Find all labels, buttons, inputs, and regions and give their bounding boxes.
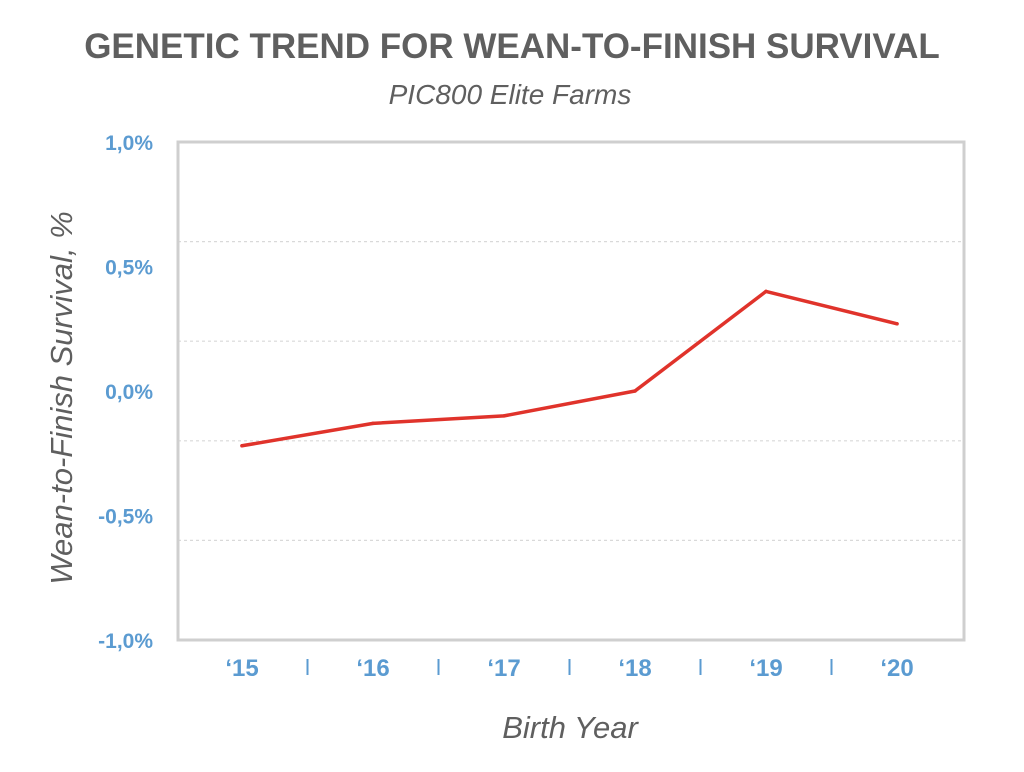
data-point xyxy=(633,389,637,393)
data-point xyxy=(371,421,375,426)
y-tick-label: -1,0% xyxy=(98,630,153,653)
chart-subtitle: PIC800 Elite Farms xyxy=(389,79,632,110)
data-point xyxy=(764,289,768,294)
x-tick-label: ‘19 xyxy=(749,655,782,682)
x-axis-label: Birth Year xyxy=(502,710,639,745)
series-line xyxy=(240,289,899,448)
y-tick-label: 0,5% xyxy=(105,257,153,280)
x-tick-label: ‘20 xyxy=(880,655,913,682)
chart-title: GENETIC TREND FOR WEAN-TO-FINISH SURVIVA… xyxy=(84,27,940,66)
x-axis-ticks: ‘15 ‘16 ‘17 ‘18 ‘19 ‘20 xyxy=(225,655,913,682)
x-tick-label: ‘17 xyxy=(487,655,520,682)
y-tick-label: -0,5% xyxy=(98,506,153,529)
data-point xyxy=(502,414,506,418)
y-axis-ticks: 1,0% 0,5% 0,0% -0,5% -1,0% xyxy=(98,132,153,653)
data-point xyxy=(240,444,244,448)
x-axis-separators xyxy=(306,659,833,675)
series-points xyxy=(240,289,899,448)
x-tick-label: ‘16 xyxy=(356,655,389,682)
y-tick-label: 1,0% xyxy=(105,132,153,155)
data-point xyxy=(895,322,899,326)
y-axis-label: Wean-to-Finish Survival, % xyxy=(44,211,79,584)
plot-frame xyxy=(176,140,966,642)
x-tick-label: ‘18 xyxy=(618,655,651,682)
y-tick-label: 0,0% xyxy=(105,381,153,404)
x-tick-label: ‘15 xyxy=(225,655,258,682)
gridlines xyxy=(178,241,964,542)
